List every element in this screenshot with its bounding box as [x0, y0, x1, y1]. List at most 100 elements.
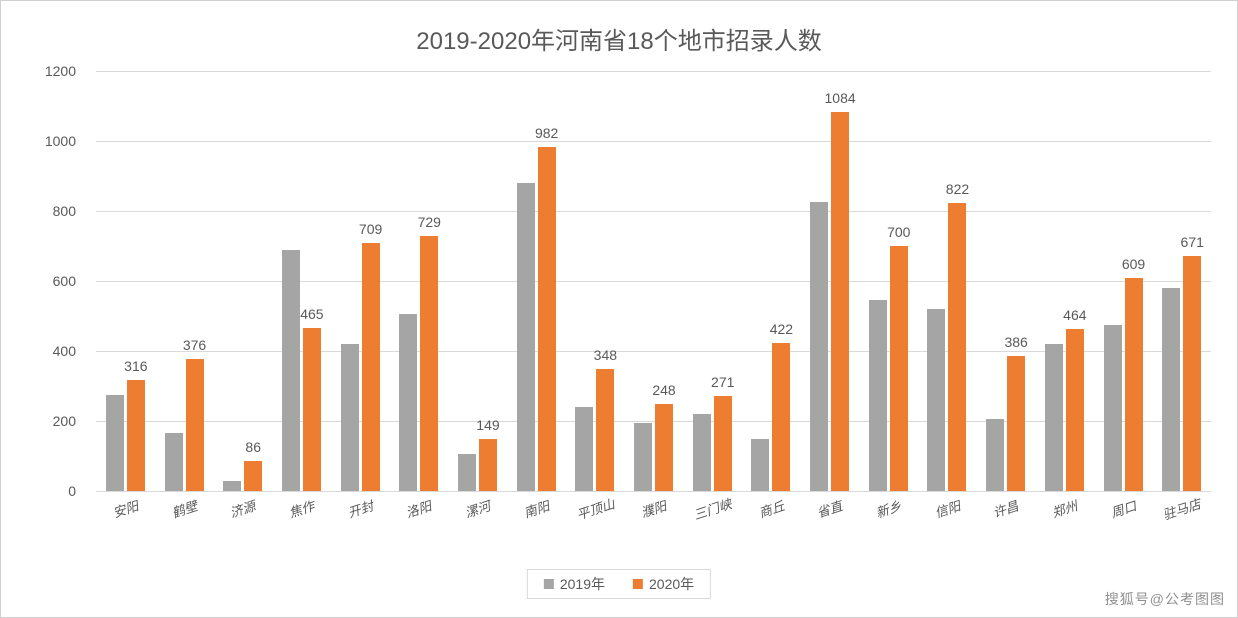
bar-value-label: 248	[652, 382, 675, 398]
bar-value-label: 729	[418, 214, 441, 230]
bar: 822	[948, 203, 966, 491]
legend: 2019年 2020年	[527, 569, 711, 599]
chart-container: 2019-2020年河南省18个地市招录人数 0 200 400 600 800 1000…	[1, 1, 1237, 617]
bar: 464	[1066, 329, 1084, 491]
bar: 386	[1007, 356, 1025, 491]
bar	[106, 395, 124, 491]
x-category-label: 开封	[329, 490, 391, 526]
bar-group: 376	[155, 71, 214, 491]
y-tick-label: 400	[53, 343, 76, 359]
bar-group: 248	[624, 71, 683, 491]
x-category-label: 郑州	[1034, 490, 1096, 526]
bar	[986, 419, 1004, 491]
bar	[165, 433, 183, 491]
bar-value-label: 465	[300, 306, 323, 322]
bar-group: 700	[859, 71, 918, 491]
bar-value-label: 422	[770, 321, 793, 337]
bar-group: 149	[448, 71, 507, 491]
bar-value-label: 982	[535, 125, 558, 141]
bar: 376	[186, 359, 204, 491]
bar	[693, 414, 711, 491]
bar: 348	[596, 369, 614, 491]
legend-label-2020: 2020年	[649, 574, 694, 594]
bar: 1084	[831, 112, 849, 491]
bar: 248	[655, 404, 673, 491]
bar-group: 271	[683, 71, 742, 491]
legend-label-2019: 2019年	[560, 574, 605, 594]
legend-item-2019: 2019年	[544, 574, 605, 594]
bar: 271	[714, 396, 732, 491]
bar: 700	[890, 246, 908, 491]
bar-value-label: 376	[183, 337, 206, 353]
bar	[1162, 288, 1180, 491]
bar	[751, 439, 769, 492]
bar	[810, 202, 828, 491]
bar	[927, 309, 945, 491]
bar-value-label: 149	[476, 417, 499, 433]
bar-value-label: 348	[594, 347, 617, 363]
x-category-label: 三门峡	[681, 490, 743, 526]
bar-value-label: 822	[946, 181, 969, 197]
x-category-label: 许昌	[975, 490, 1037, 526]
bar: 149	[479, 439, 497, 491]
bar: 671	[1183, 256, 1201, 491]
bar: 465	[303, 328, 321, 491]
y-axis: 020040060080010001200	[41, 71, 91, 491]
x-category-label: 濮阳	[623, 490, 685, 526]
x-category-label: 新乡	[857, 490, 919, 526]
x-category-label: 信阳	[916, 490, 978, 526]
y-tick-label: 200	[53, 413, 76, 429]
bar-value-label: 316	[124, 358, 147, 374]
x-category-label: 南阳	[505, 490, 567, 526]
watermark: 搜狐号@公考图图	[1105, 589, 1225, 609]
x-category-label: 洛阳	[388, 490, 450, 526]
bar	[1045, 344, 1063, 491]
y-tick-label: 1200	[45, 63, 76, 79]
bar: 709	[362, 243, 380, 491]
y-tick-label: 0	[68, 483, 76, 499]
bar	[517, 183, 535, 491]
bar-group: 729	[389, 71, 448, 491]
bar-group: 422	[742, 71, 801, 491]
bar-value-label: 386	[1004, 334, 1027, 350]
bar-group: 822	[918, 71, 977, 491]
bar-value-label: 609	[1122, 256, 1145, 272]
bar-group: 86	[213, 71, 272, 491]
legend-swatch-2019	[544, 579, 554, 589]
bar: 316	[127, 380, 145, 491]
bar-value-label: 86	[245, 439, 261, 455]
chart-title: 2019-2020年河南省18个地市招录人数	[31, 21, 1207, 56]
bar-group: 609	[1094, 71, 1153, 491]
bar	[869, 300, 887, 491]
bar	[223, 481, 241, 492]
y-tick-label: 800	[53, 203, 76, 219]
legend-swatch-2020	[633, 579, 643, 589]
x-category-label: 周口	[1092, 490, 1154, 526]
bar	[282, 250, 300, 492]
x-category-label: 鹤壁	[153, 490, 215, 526]
bar: 422	[772, 343, 790, 491]
legend-item-2020: 2020年	[633, 574, 694, 594]
bar-group: 1084	[800, 71, 859, 491]
bar-group: 982	[507, 71, 566, 491]
bar	[575, 407, 593, 491]
bar-value-label: 700	[887, 224, 910, 240]
bar	[1104, 325, 1122, 491]
x-category-label: 省直	[799, 490, 861, 526]
y-tick-label: 1000	[45, 133, 76, 149]
bar-group: 465	[272, 71, 331, 491]
x-category-label: 平顶山	[564, 490, 626, 526]
bar-group: 709	[331, 71, 390, 491]
x-category-label: 商丘	[740, 490, 802, 526]
y-tick-label: 600	[53, 273, 76, 289]
bar	[458, 454, 476, 491]
x-category-label: 焦作	[271, 490, 333, 526]
bar-group: 386	[976, 71, 1035, 491]
bar-group: 348	[566, 71, 625, 491]
bar	[341, 344, 359, 491]
bar-group: 464	[1035, 71, 1094, 491]
bar-group: 316	[96, 71, 155, 491]
bar: 982	[538, 147, 556, 491]
bar-group: 671	[1152, 71, 1211, 491]
x-category-label: 漯河	[447, 490, 509, 526]
